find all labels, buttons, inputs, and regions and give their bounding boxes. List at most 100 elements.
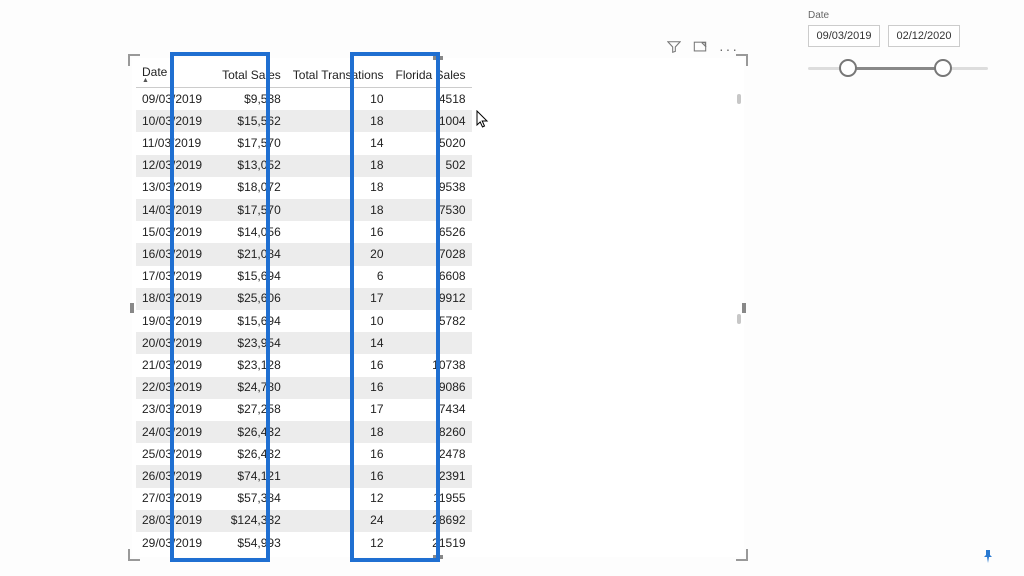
cell: 12/03/2019 (136, 155, 208, 177)
cell: $17,570 (208, 199, 287, 221)
slicer-field-label: Date (808, 10, 998, 21)
cell: 16 (287, 465, 390, 487)
resize-handle-top[interactable] (433, 56, 443, 60)
table-header-row: Date Total Sales Total Transations Flori… (136, 62, 472, 88)
cell: $27,258 (208, 399, 287, 421)
cell: 18 (287, 110, 390, 132)
date-slicer: Date (808, 10, 998, 79)
table-row[interactable]: 17/03/2019$15,69466608 (136, 266, 472, 288)
slider-knob-start[interactable] (839, 59, 857, 77)
cell: 10 (287, 310, 390, 332)
table-row[interactable]: 18/03/2019$25,606179912 (136, 288, 472, 310)
vertical-scrollbar[interactable] (735, 64, 743, 551)
table-row[interactable]: 20/03/2019$23,95414 (136, 332, 472, 354)
cell: 29/03/2019 (136, 532, 208, 553)
col-header-date[interactable]: Date (136, 62, 208, 88)
cell: 7434 (390, 399, 472, 421)
slicer-slider[interactable] (808, 59, 988, 79)
filter-icon[interactable] (667, 40, 681, 57)
cell: 26/03/2019 (136, 465, 208, 487)
visual-toolbar: ··· (667, 40, 739, 57)
cell: 12 (287, 532, 390, 553)
table-row[interactable]: 23/03/2019$27,258177434 (136, 399, 472, 421)
cell: 6608 (390, 266, 472, 288)
cell: $54,993 (208, 532, 287, 553)
table-row[interactable]: 14/03/2019$17,570187530 (136, 199, 472, 221)
resize-handle-left[interactable] (130, 303, 134, 313)
cell: 24/03/2019 (136, 421, 208, 443)
cell: $14,056 (208, 221, 287, 243)
table-row[interactable]: 27/03/2019$57,3841211955 (136, 488, 472, 510)
scrollbar-hint-top (737, 94, 741, 104)
cell: 18 (287, 155, 390, 177)
table-row[interactable]: 15/03/2019$14,056166526 (136, 221, 472, 243)
cell: 17 (287, 399, 390, 421)
more-options-icon[interactable]: ··· (719, 41, 739, 57)
table-row[interactable]: 28/03/2019$124,3322428692 (136, 510, 472, 532)
table-body: 09/03/2019$9,53810451810/03/2019$15,5621… (136, 88, 472, 554)
cell: 16 (287, 221, 390, 243)
cell: 7028 (390, 243, 472, 265)
cell: $15,562 (208, 110, 287, 132)
col-header-total-sales[interactable]: Total Sales (208, 62, 287, 88)
slider-knob-end[interactable] (934, 59, 952, 77)
table-row[interactable]: 11/03/2019$17,570145020 (136, 132, 472, 154)
table-row[interactable]: 21/03/2019$23,1281610738 (136, 354, 472, 376)
table-row[interactable]: 09/03/2019$9,538104518 (136, 88, 472, 111)
resize-handle-bottom[interactable] (433, 555, 443, 559)
slicer-end-input[interactable] (888, 25, 960, 47)
cell: 22/03/2019 (136, 377, 208, 399)
table-row[interactable]: 16/03/2019$21,084207028 (136, 243, 472, 265)
table-row[interactable]: 13/03/2019$18,072189538 (136, 177, 472, 199)
cell: 20/03/2019 (136, 332, 208, 354)
cell: 16 (287, 443, 390, 465)
cell: 21519 (390, 532, 472, 553)
table-row[interactable]: 19/03/2019$15,694105782 (136, 310, 472, 332)
scrollbar-hint-mid (737, 314, 741, 324)
cell: 18 (287, 177, 390, 199)
cell: 28692 (390, 510, 472, 532)
cell: 10 (287, 88, 390, 111)
cell: 8260 (390, 421, 472, 443)
cell: $23,128 (208, 354, 287, 376)
cell: 18/03/2019 (136, 288, 208, 310)
cell: $13,052 (208, 155, 287, 177)
cell: 16 (287, 377, 390, 399)
cell: 2478 (390, 443, 472, 465)
table-visual-frame[interactable]: ··· Date Total Sales Total Transations F… (132, 58, 744, 557)
cell: $57,384 (208, 488, 287, 510)
cell: 17 (287, 288, 390, 310)
pin-icon[interactable] (980, 549, 996, 568)
cell: 17/03/2019 (136, 266, 208, 288)
cell: 21/03/2019 (136, 354, 208, 376)
table-row[interactable]: 29/03/2019$54,9931221519 (136, 532, 472, 553)
cell: 502 (390, 155, 472, 177)
table-row[interactable]: 12/03/2019$13,05218502 (136, 155, 472, 177)
table-row[interactable]: 24/03/2019$26,432188260 (136, 421, 472, 443)
cell: 7530 (390, 199, 472, 221)
cell: 5782 (390, 310, 472, 332)
table-row[interactable]: 26/03/2019$74,121162391 (136, 465, 472, 487)
cell: 19/03/2019 (136, 310, 208, 332)
cell: $23,954 (208, 332, 287, 354)
table-row[interactable]: 22/03/2019$24,780169086 (136, 377, 472, 399)
focus-mode-icon[interactable] (693, 40, 707, 57)
table-scroll-region[interactable]: Date Total Sales Total Transations Flori… (136, 62, 730, 553)
cell: $17,570 (208, 132, 287, 154)
slicer-start-input[interactable] (808, 25, 880, 47)
cell: 28/03/2019 (136, 510, 208, 532)
col-header-florida-sales[interactable]: Florida Sales (390, 62, 472, 88)
cell (390, 332, 472, 354)
cell: 1004 (390, 110, 472, 132)
cell: 23/03/2019 (136, 399, 208, 421)
cell: 9912 (390, 288, 472, 310)
cell: $21,084 (208, 243, 287, 265)
cell: $26,432 (208, 421, 287, 443)
table-row[interactable]: 25/03/2019$26,432162478 (136, 443, 472, 465)
table-row[interactable]: 10/03/2019$15,562181004 (136, 110, 472, 132)
cell: 14 (287, 132, 390, 154)
cell: $18,072 (208, 177, 287, 199)
col-header-total-transactions[interactable]: Total Transations (287, 62, 390, 88)
cell: 5020 (390, 132, 472, 154)
cell: 14 (287, 332, 390, 354)
